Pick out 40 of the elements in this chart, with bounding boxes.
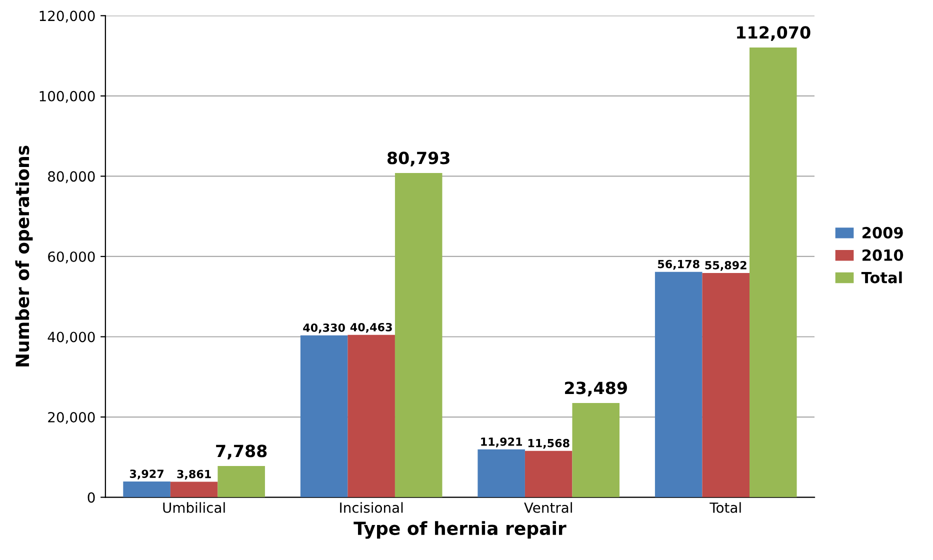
bar	[300, 335, 348, 498]
y-tick-label: 100,000	[40, 90, 95, 103]
bar	[572, 403, 620, 498]
bar	[348, 334, 395, 498]
bar	[750, 48, 797, 498]
data-label: 40,330	[303, 323, 345, 334]
y-tick-label: 40,000	[48, 332, 95, 344]
x-tick-label: Ventral	[524, 502, 572, 513]
y-tick-label: 80,000	[48, 171, 95, 184]
data-label: 11,921	[481, 437, 522, 448]
y-tick-label: 120,000	[40, 10, 95, 23]
data-label: 3,861	[177, 470, 211, 480]
y-tick-label: 60,000	[48, 251, 95, 264]
x-tick-label: Total	[710, 502, 741, 513]
data-label: 56,178	[658, 260, 700, 270]
bar	[702, 272, 750, 498]
legend-label: 2009	[862, 226, 903, 238]
data-label: 55,892	[705, 261, 746, 271]
bar	[170, 482, 218, 498]
data-label: 80,793	[387, 152, 450, 166]
x-axis-title: Type of hernia repair	[354, 521, 566, 539]
data-label: 112,070	[737, 26, 810, 41]
bar	[524, 450, 572, 498]
y-tick-label: 20,000	[48, 412, 95, 424]
data-label: 7,788	[216, 444, 267, 460]
y-tick-label: 0	[88, 492, 95, 503]
bar	[654, 272, 702, 498]
legend-label: 2010	[862, 249, 904, 261]
data-label: 11,568	[528, 438, 570, 449]
data-label: 3,927	[130, 470, 164, 480]
legend-label: Total	[861, 272, 902, 284]
x-tick-label: Umbilical	[163, 502, 225, 513]
bar	[478, 449, 525, 498]
data-label: 23,489	[565, 382, 627, 396]
bar	[218, 466, 265, 498]
data-label: 40,463	[350, 322, 392, 333]
y-axis-title: Number of operations	[15, 146, 33, 366]
x-tick-label: Incisional	[340, 502, 403, 513]
bar	[123, 482, 170, 498]
bar	[394, 173, 442, 498]
